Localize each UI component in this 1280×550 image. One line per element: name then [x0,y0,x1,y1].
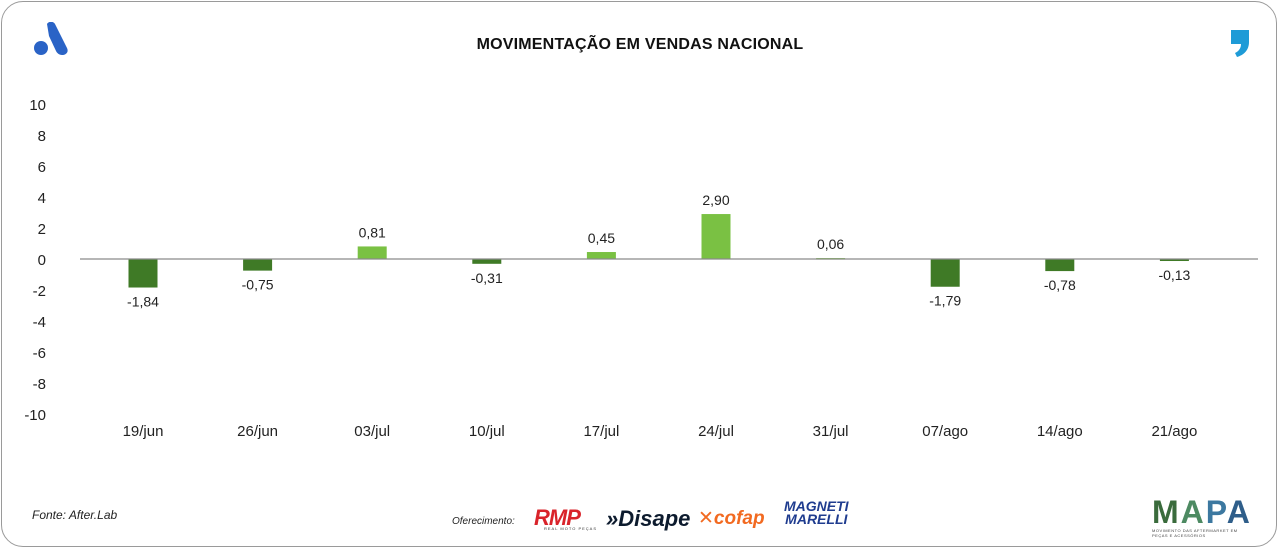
bar-value-label: -0,75 [242,277,274,293]
x-tick-label: 24/jul [698,423,734,440]
y-tick-label: 6 [38,159,46,176]
x-tick-label: 03/jul [354,423,390,440]
x-tick-label: 14/ago [1037,423,1083,440]
bar [128,259,158,288]
bar [1045,259,1075,272]
x-axis-ticks: 19/jun 26/jun 03/jul 10/jul 17/jul 24/jul 31/j… [123,423,1198,440]
bar-value-label: 0,06 [817,236,844,252]
x-tick-label: 19/jun [123,423,164,440]
mapa-letter: P [1205,494,1227,530]
bar [930,259,960,287]
brand-a-logo [34,22,68,55]
source-note: Fonte: After.Lab [32,508,118,522]
y-tick-label: 10 [29,97,46,114]
bar-value-label: -1,79 [929,293,961,309]
marelli-line1: MAGNETI [784,498,849,514]
bar [472,259,502,264]
x-tick-label: 07/ago [922,423,968,440]
bar-value-label: -0,31 [471,270,503,286]
y-tick-label: -2 [33,283,46,300]
bar-value-label: 2,90 [702,192,729,208]
chart-title: MOVIMENTAÇÃO EM VENDAS NACIONAL [476,36,804,53]
mapa-logo-subtitle: MOVIMENTO DAS AFTERMARKET EM PEÇAS E ACE… [1152,528,1238,538]
y-tick-label: -8 [33,376,46,393]
y-tick-label: 8 [38,128,46,145]
mapa-letter: M [1152,494,1181,530]
offered-by-label: Oferecimento: [452,516,515,527]
y-tick-label: -10 [24,407,46,424]
cofap-logo: ✕cofap [698,508,765,529]
mapa-letter: A [1226,494,1252,530]
y-tick-label: 0 [38,252,46,269]
x-tick-label: 10/jul [469,423,505,440]
bar [243,259,273,271]
bar [1159,259,1189,262]
rmp-logo: RMP [534,505,581,530]
bar-value-label: -1,84 [127,294,159,310]
x-tick-label: 31/jul [813,423,849,440]
bar-value-label: 0,81 [359,224,386,240]
x-tick-label: 17/jul [583,423,619,440]
bars [128,214,1189,288]
y-tick-label: -6 [33,345,46,362]
bar-value-label: 0,45 [588,230,615,246]
y-tick-label: -4 [33,314,46,331]
bar-chart: 10 8 6 4 2 0 -2 -4 -6 -8 -10 -1,84 -0,75 0,81 -0,31 0,… [24,97,1258,440]
x-tick-label: 21/ago [1151,423,1197,440]
mapa-logo: MAPA [1152,494,1252,531]
bar-value-label: -0,78 [1044,277,1076,293]
bar [701,214,731,259]
y-tick-label: 2 [38,221,46,238]
disape-logo: »Disape [606,506,691,531]
x-tick-label: 26/jun [237,423,278,440]
mapa-letter: A [1180,494,1206,530]
bar [357,246,387,259]
marelli-line2: MARELLI [785,511,848,527]
bar-value-labels: -1,84 -0,75 0,81 -0,31 0,45 2,90 0,06 -1,79 -0,7… [127,192,1191,309]
quote-logo [1231,30,1249,57]
bar [586,252,616,259]
magneti-marelli-logo: MAGNETI MARELLI [784,498,849,527]
y-axis-ticks: 10 8 6 4 2 0 -2 -4 -6 -8 -10 [24,97,46,424]
y-tick-label: 4 [38,190,46,207]
bar-value-label: -0,13 [1158,267,1190,283]
rmp-logo-subtitle: REAL MOTO PEÇAS [544,526,598,531]
